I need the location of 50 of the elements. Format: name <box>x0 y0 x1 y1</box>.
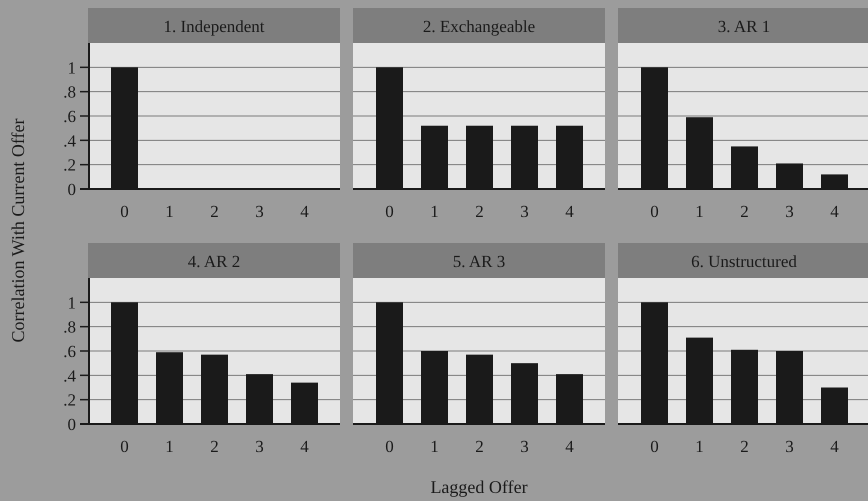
chart-title: 6. Unstructured <box>691 252 798 271</box>
x-tick-label: 0 <box>120 437 129 456</box>
y-tick-label: 1 <box>68 58 76 78</box>
y-tick-label: .4 <box>63 131 76 150</box>
x-tick-label: 0 <box>120 202 129 221</box>
x-tick-label: 1 <box>430 437 439 456</box>
x-tick-label: 4 <box>830 437 840 456</box>
x-tick-label: 3 <box>785 437 794 456</box>
x-tick-label: 0 <box>385 437 394 456</box>
x-tick-label: 4 <box>565 202 574 221</box>
y-tick-label: .2 <box>63 390 76 410</box>
x-tick-label: 4 <box>300 202 310 221</box>
x-tick-label: 1 <box>695 437 704 456</box>
y-tick-label: .4 <box>63 366 76 386</box>
x-axis-title: Lagged Offer <box>430 477 528 497</box>
x-tick-label: 0 <box>650 437 659 456</box>
chart-title: 2. Exchangeable <box>422 17 536 36</box>
y-tick-label: .2 <box>63 156 76 175</box>
x-tick-label: 1 <box>165 437 174 456</box>
y-tick-label: .6 <box>63 342 76 361</box>
y-tick-label: 1 <box>68 293 76 312</box>
y-tick-label: .8 <box>63 82 76 102</box>
chart-title: 3. AR 1 <box>718 17 770 36</box>
x-tick-label: 3 <box>785 202 794 221</box>
x-tick-label: 3 <box>520 202 529 221</box>
x-tick-label: 4 <box>830 202 840 221</box>
x-tick-label: 3 <box>255 202 264 221</box>
x-tick-label: 2 <box>475 437 484 456</box>
x-tick-label: 0 <box>385 202 394 221</box>
y-tick-label: 0 <box>68 180 76 199</box>
x-tick-label: 2 <box>475 202 484 221</box>
x-tick-label: 1 <box>430 202 439 221</box>
y-axis-title: Correlation With Current Offer <box>8 118 28 343</box>
x-tick-label: 3 <box>520 437 529 456</box>
x-tick-label: 1 <box>695 202 704 221</box>
x-tick-label: 3 <box>255 437 264 456</box>
x-tick-label: 4 <box>565 437 574 456</box>
y-tick-label: 0 <box>68 414 76 434</box>
x-tick-label: 0 <box>650 202 659 221</box>
y-tick-label: .6 <box>63 106 76 126</box>
chart-title: 1. Independent <box>163 17 265 36</box>
x-tick-label: 2 <box>210 437 219 456</box>
x-tick-label: 2 <box>740 437 749 456</box>
x-tick-label: 1 <box>165 202 174 221</box>
x-tick-label: 2 <box>210 202 219 221</box>
y-tick-label: .8 <box>63 318 76 337</box>
chart-title: 5. AR 3 <box>452 252 506 271</box>
x-tick-label: 2 <box>740 202 749 221</box>
x-tick-label: 4 <box>300 437 310 456</box>
chart-title: 4. AR 2 <box>188 252 240 271</box>
